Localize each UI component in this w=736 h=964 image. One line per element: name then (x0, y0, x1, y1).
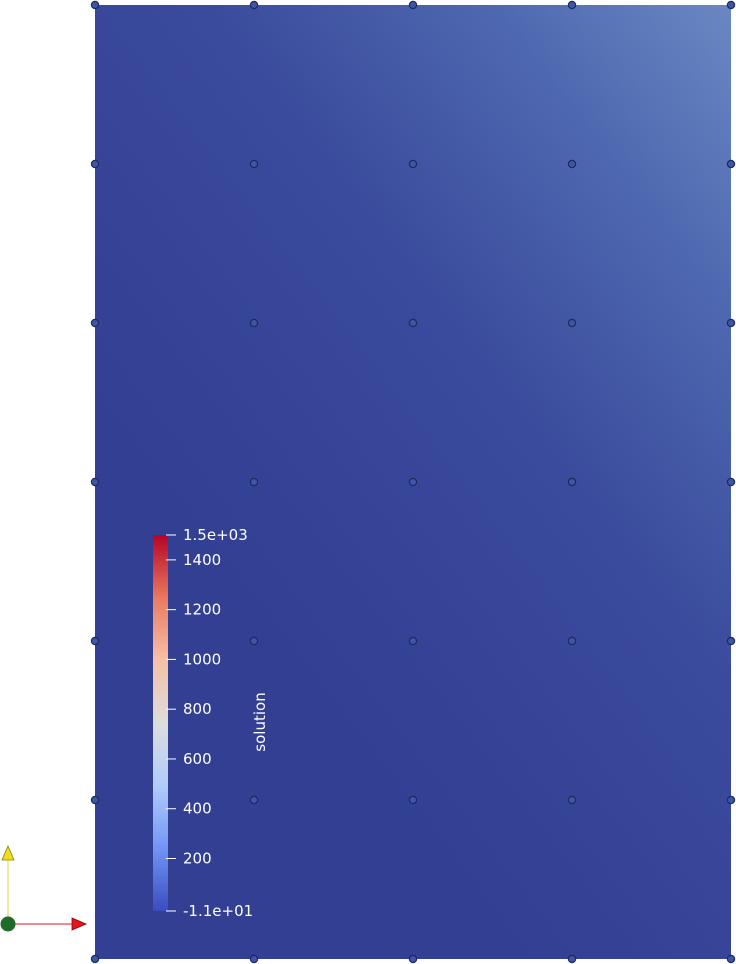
mesh-node[interactable] (726, 954, 736, 964)
colorbar-title: solution (251, 692, 269, 751)
mesh-node[interactable] (726, 318, 736, 328)
mesh-node[interactable] (726, 0, 736, 10)
colorbar-tick-label: 600 (183, 750, 212, 768)
mesh-node[interactable] (408, 636, 418, 646)
mesh-node[interactable] (90, 159, 100, 169)
mesh-node[interactable] (726, 636, 736, 646)
mesh-node[interactable] (726, 477, 736, 487)
mesh-node[interactable] (90, 0, 100, 10)
mesh-node[interactable] (249, 318, 259, 328)
mesh-node[interactable] (408, 159, 418, 169)
mesh-nodes (90, 0, 736, 964)
orientation-axes (0, 844, 88, 932)
mesh-node[interactable] (567, 318, 577, 328)
mesh-node[interactable] (408, 318, 418, 328)
mesh-node[interactable] (249, 954, 259, 964)
colorbar-tick-label: -1.1e+01 (183, 902, 253, 920)
mesh-node[interactable] (249, 0, 259, 10)
mesh-node[interactable] (90, 318, 100, 328)
mesh-node[interactable] (249, 477, 259, 487)
colorbar-ticks: 1.5e+03 1400 1200 1000 800 600 400 200 -1.1e+01 (166, 526, 253, 920)
color-legend: 1.5e+03140012001000800600400200-1.1e+01 … (153, 526, 269, 920)
mesh-node[interactable] (567, 636, 577, 646)
mesh-node[interactable] (249, 636, 259, 646)
colorbar-tick-label: 800 (183, 700, 212, 718)
mesh-node[interactable] (90, 636, 100, 646)
colorbar-gradient (153, 535, 168, 911)
y-axis-arrow-icon (1, 844, 15, 861)
mesh-node[interactable] (567, 795, 577, 805)
mesh-node[interactable] (408, 954, 418, 964)
mesh-node[interactable] (90, 477, 100, 487)
colorbar-tick-label: 1400 (183, 551, 221, 569)
colorbar-tick-label: 1.5e+03 (183, 526, 248, 544)
colorbar-tick-label: 1000 (183, 650, 221, 668)
mesh-node[interactable] (249, 795, 259, 805)
colorbar-tick-label: 1200 (183, 601, 221, 619)
mesh-node[interactable] (567, 0, 577, 10)
mesh-node[interactable] (90, 954, 100, 964)
mesh-node[interactable] (567, 159, 577, 169)
mesh-node[interactable] (567, 954, 577, 964)
colorbar-tick-label: 200 (183, 849, 212, 867)
mesh-node[interactable] (249, 159, 259, 169)
mesh-node[interactable] (408, 477, 418, 487)
origin-sphere-icon (0, 916, 16, 932)
mesh-node[interactable] (726, 795, 736, 805)
mesh-node[interactable] (726, 159, 736, 169)
x-axis-arrow-icon (71, 917, 88, 931)
mesh-node[interactable] (408, 0, 418, 10)
mesh-node[interactable] (90, 795, 100, 805)
mesh-node[interactable] (408, 795, 418, 805)
mesh-node[interactable] (567, 477, 577, 487)
colorbar-tick-label: 400 (183, 800, 212, 818)
